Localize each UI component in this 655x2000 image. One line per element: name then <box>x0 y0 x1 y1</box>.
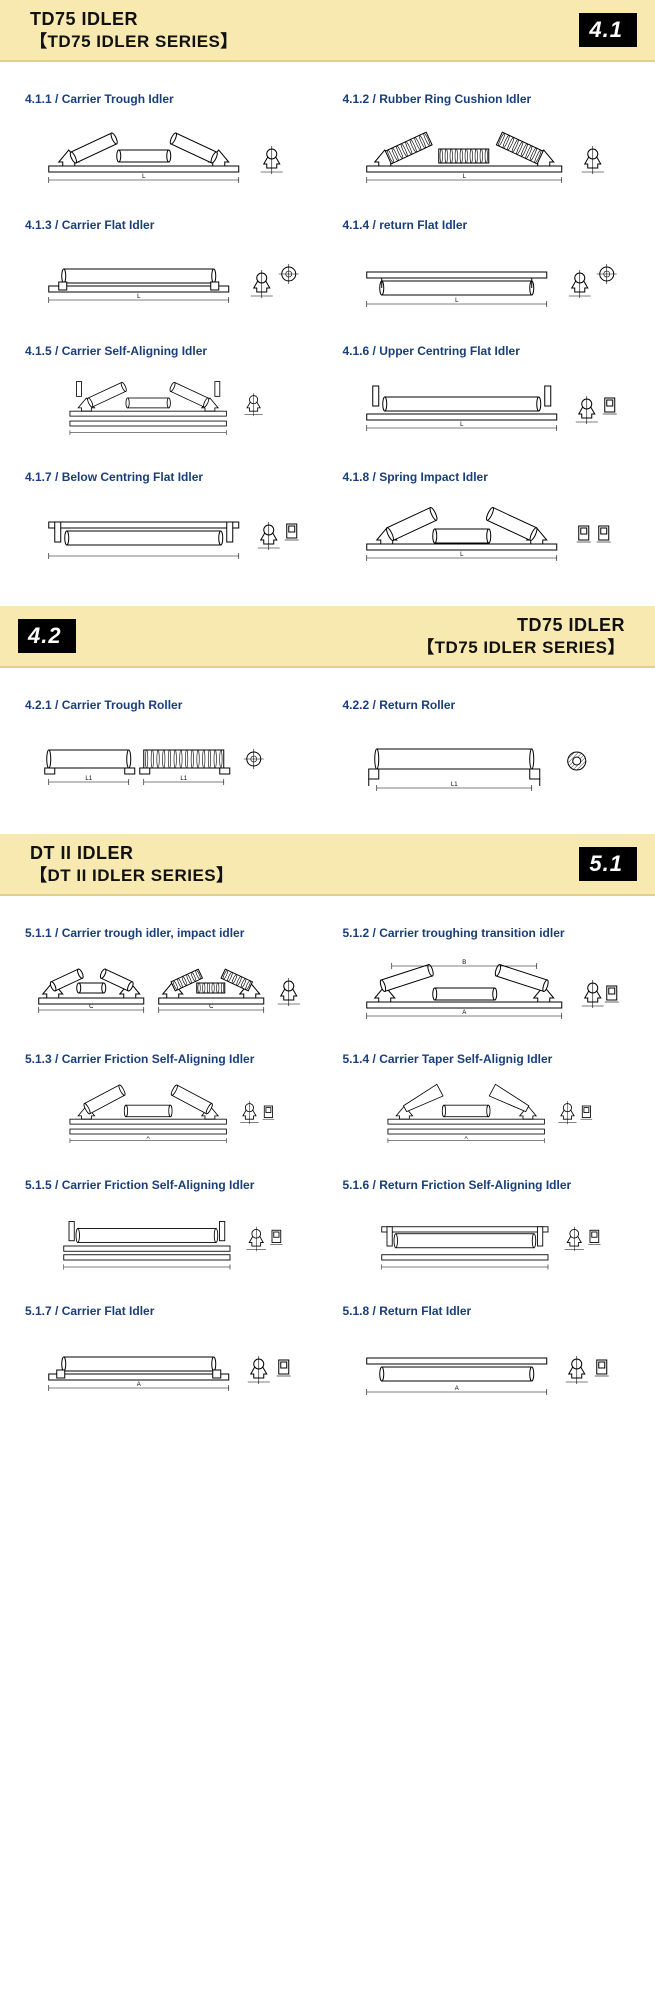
section-badge-block: 4.2 <box>0 606 76 666</box>
technical-diagram: L <box>25 118 313 188</box>
catalog-item: 5.1.1 / Carrier trough idler, impact idl… <box>25 926 313 1022</box>
section-title-sub: 【DT II IDLER SERIES】 <box>30 865 579 886</box>
item-title: 4.1.4 / return Flat Idler <box>343 218 631 232</box>
svg-text:A: A <box>464 1135 468 1141</box>
svg-text:L: L <box>137 294 141 300</box>
section-header: DT II IDLER 【DT II IDLER SERIES】 5.1 <box>0 834 655 896</box>
svg-text:L1: L1 <box>450 782 457 788</box>
item-title: 5.1.4 / Carrier Taper Self-Alignig Idler <box>343 1052 631 1066</box>
svg-text:A: A <box>462 1010 466 1016</box>
section-number-badge: 4.2 <box>18 619 76 653</box>
svg-text:L: L <box>462 174 466 180</box>
section-title-main: TD75 IDLER <box>76 614 625 637</box>
technical-diagram: A <box>25 1330 313 1400</box>
section-title-sub: 【TD75 IDLER SERIES】 <box>30 31 579 52</box>
svg-text:C: C <box>89 1004 94 1010</box>
item-title: 4.1.3 / Carrier Flat Idler <box>25 218 313 232</box>
catalog-item: 4.2.1 / Carrier Trough Roller L1 L1 <box>25 698 313 794</box>
technical-diagram: L1 <box>343 724 631 794</box>
technical-diagram: L <box>25 244 313 314</box>
item-title: 4.1.7 / Below Centring Flat Idler <box>25 470 313 484</box>
item-title: 5.1.7 / Carrier Flat Idler <box>25 1304 313 1318</box>
item-title: 5.1.3 / Carrier Friction Self-Aligning I… <box>25 1052 313 1066</box>
technical-diagram: L <box>343 496 631 566</box>
items-grid: 4.2.1 / Carrier Trough Roller L1 L1 <box>0 668 655 834</box>
section-header: TD75 IDLER 【TD75 IDLER SERIES】 4.1 <box>0 0 655 62</box>
technical-diagram <box>25 496 313 566</box>
catalog-item: 5.1.6 / Return Friction Self-Aligning Id… <box>343 1178 631 1274</box>
section-title-main: DT II IDLER <box>30 842 579 865</box>
svg-text:A: A <box>137 1382 141 1388</box>
technical-diagram: B A <box>343 952 631 1022</box>
technical-diagram <box>25 1204 313 1274</box>
svg-text:A: A <box>147 1135 151 1141</box>
technical-diagram: A <box>343 1330 631 1400</box>
item-title: 4.2.2 / Return Roller <box>343 698 631 712</box>
svg-text:L: L <box>455 298 459 304</box>
catalog-item: 4.1.7 / Below Centring Flat Idler <box>25 470 313 566</box>
catalog-item: 5.1.3 / Carrier Friction Self-Aligning I… <box>25 1052 313 1148</box>
catalog-item: 4.1.3 / Carrier Flat Idler L <box>25 218 313 314</box>
catalog-item: 5.1.8 / Return Flat Idler A <box>343 1304 631 1400</box>
section-title-block: TD75 IDLER 【TD75 IDLER SERIES】 <box>76 606 655 666</box>
item-title: 5.1.5 / Carrier Friction Self-Aligning I… <box>25 1178 313 1192</box>
item-title: 4.1.6 / Upper Centring Flat Idler <box>343 344 631 358</box>
technical-diagram: L <box>343 244 631 314</box>
items-grid: 5.1.1 / Carrier trough idler, impact idl… <box>0 896 655 1440</box>
item-title: 4.1.2 / Rubber Ring Cushion Idler <box>343 92 631 106</box>
svg-text:L1: L1 <box>180 776 187 782</box>
item-title: 5.1.1 / Carrier trough idler, impact idl… <box>25 926 313 940</box>
catalog-item: 4.1.4 / return Flat Idler L <box>343 218 631 314</box>
technical-diagram: L1 L1 <box>25 724 313 794</box>
section-title-block: TD75 IDLER 【TD75 IDLER SERIES】 <box>0 0 579 60</box>
catalog-item: 4.1.8 / Spring Impact Idler L <box>343 470 631 566</box>
catalog-item: 4.1.2 / Rubber Ring Cushion Idler L <box>343 92 631 188</box>
section-badge-block: 5.1 <box>579 834 655 894</box>
catalog-item: 4.1.6 / Upper Centring Flat Idler L <box>343 344 631 440</box>
section-title-block: DT II IDLER 【DT II IDLER SERIES】 <box>0 834 579 894</box>
svg-text:B: B <box>462 960 466 966</box>
catalog-item: 5.1.7 / Carrier Flat Idler A <box>25 1304 313 1400</box>
technical-diagram: A <box>343 1078 631 1148</box>
items-grid: 4.1.1 / Carrier Trough Idler L 4.1.2 <box>0 62 655 606</box>
section-header: TD75 IDLER 【TD75 IDLER SERIES】 4.2 <box>0 606 655 668</box>
catalog-item: 5.1.5 / Carrier Friction Self-Aligning I… <box>25 1178 313 1274</box>
item-title: 5.1.2 / Carrier troughing transition idl… <box>343 926 631 940</box>
section-number-badge: 4.1 <box>579 13 637 47</box>
catalog-item: 5.1.4 / Carrier Taper Self-Alignig Idler… <box>343 1052 631 1148</box>
item-title: 4.2.1 / Carrier Trough Roller <box>25 698 313 712</box>
technical-diagram: A <box>25 1078 313 1148</box>
technical-diagram: L <box>343 118 631 188</box>
svg-text:L: L <box>460 422 464 428</box>
technical-diagram: C C <box>25 952 313 1022</box>
catalog-item: 4.1.5 / Carrier Self-Aligning Idler <box>25 344 313 440</box>
item-title: 4.1.8 / Spring Impact Idler <box>343 470 631 484</box>
svg-text:C: C <box>209 1004 214 1010</box>
svg-text:L: L <box>142 174 146 180</box>
item-title: 5.1.6 / Return Friction Self-Aligning Id… <box>343 1178 631 1192</box>
section-badge-block: 4.1 <box>579 0 655 60</box>
catalog-item: 4.2.2 / Return Roller L1 <box>343 698 631 794</box>
item-title: 4.1.1 / Carrier Trough Idler <box>25 92 313 106</box>
section-title-main: TD75 IDLER <box>30 8 579 31</box>
section-title-sub: 【TD75 IDLER SERIES】 <box>76 637 625 658</box>
technical-diagram <box>25 370 313 440</box>
svg-text:L: L <box>460 552 464 558</box>
catalog-item: 5.1.2 / Carrier troughing transition idl… <box>343 926 631 1022</box>
technical-diagram <box>343 1204 631 1274</box>
catalog-item: 4.1.1 / Carrier Trough Idler L <box>25 92 313 188</box>
svg-text:L1: L1 <box>85 776 92 782</box>
item-title: 5.1.8 / Return Flat Idler <box>343 1304 631 1318</box>
section-number-badge: 5.1 <box>579 847 637 881</box>
technical-diagram: L <box>343 370 631 440</box>
svg-text:A: A <box>454 1386 458 1392</box>
item-title: 4.1.5 / Carrier Self-Aligning Idler <box>25 344 313 358</box>
